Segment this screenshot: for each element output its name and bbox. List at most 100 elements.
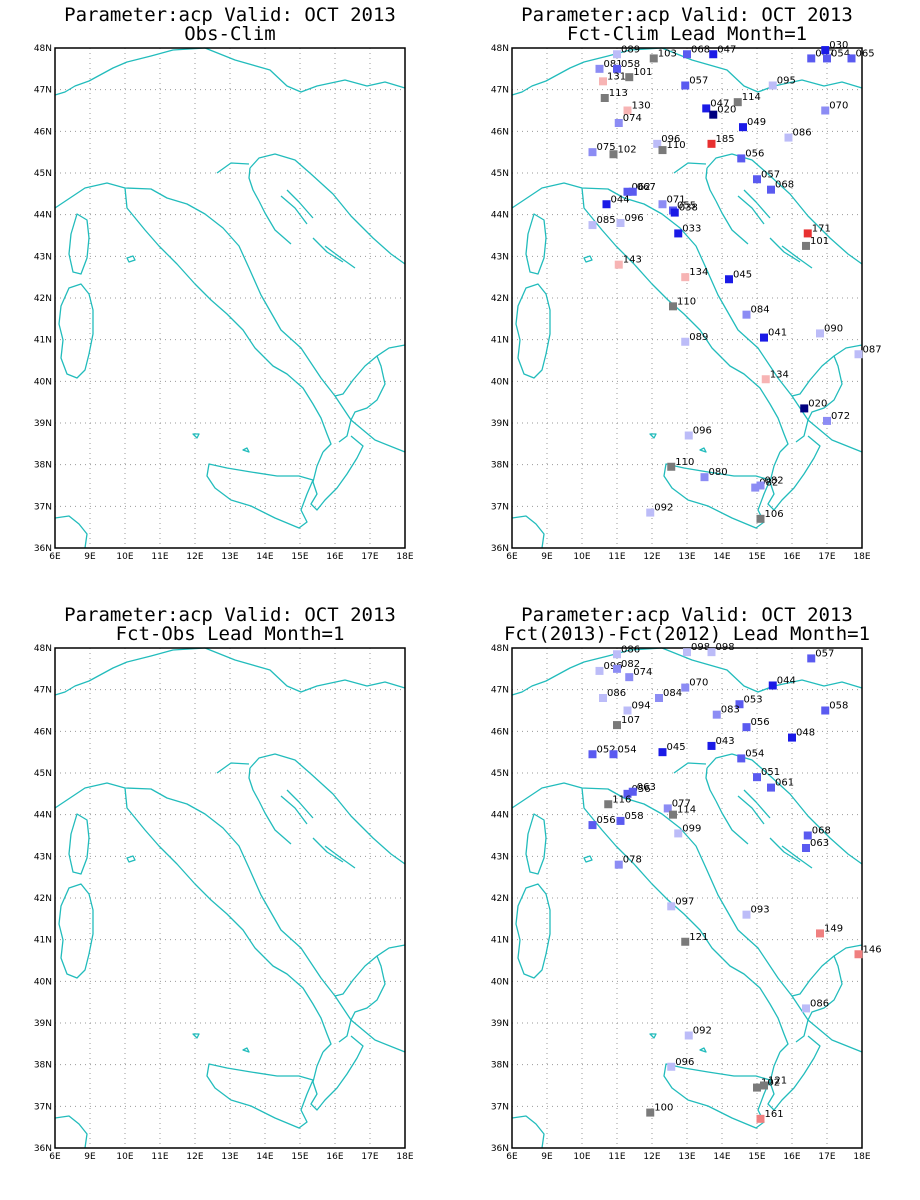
station-marker: 100 [646, 1103, 673, 1117]
station-square [767, 185, 775, 194]
station-marker: 092 [684, 1026, 712, 1040]
station-square [681, 937, 690, 946]
lat-tick-label: 36N [34, 544, 52, 554]
lat-tick-label: 39N [491, 1019, 509, 1029]
station-value-label: 043 [716, 736, 735, 747]
station-marker: 075 [588, 142, 616, 157]
station-marker: 074 [614, 113, 642, 127]
station-marker: 071 [658, 194, 686, 209]
lat-tick-label: 40N [491, 977, 509, 987]
station-square [667, 902, 676, 911]
station-square [854, 350, 863, 359]
station-marker: 068 [683, 44, 710, 59]
lat-tick-label: 45N [491, 769, 509, 779]
map-frame [54, 47, 406, 549]
station-value-label: 114 [742, 92, 761, 103]
station-square [663, 804, 672, 813]
station-marker: 102 [609, 144, 637, 159]
lon-tick-label: 9E [541, 1152, 553, 1162]
station-value-label: 057 [689, 76, 708, 87]
station-value-label: 130 [632, 101, 651, 112]
station-value-label: 110 [667, 140, 686, 151]
station-value-label: 074 [623, 113, 642, 124]
station-value-label: 033 [682, 223, 701, 234]
lon-tick-label: 11E [608, 552, 625, 562]
lon-tick-label: 6E [506, 1152, 518, 1162]
station-marker: 121 [681, 932, 708, 946]
station-value-label: 068 [775, 180, 794, 191]
station-value-label: 185 [716, 134, 735, 145]
station-square [800, 404, 809, 413]
panel-title: Parameter:acp Valid: OCT 2013 [64, 4, 396, 26]
station-square [768, 681, 777, 690]
station-marker: 056 [623, 784, 651, 798]
station-value-label: 171 [812, 223, 831, 234]
station-value-label: 096 [693, 426, 712, 437]
station-marker: 143 [614, 255, 642, 269]
station-square [803, 229, 812, 238]
station-value-label: 101 [810, 236, 829, 247]
lon-tick-label: 18E [853, 1152, 870, 1162]
station-value-label: 063 [810, 838, 829, 849]
station-value-label: 081 [604, 59, 623, 70]
station-marker: 096 [616, 213, 644, 227]
station-marker: 057 [753, 169, 780, 184]
station-square [702, 104, 711, 113]
station-value-label: 103 [658, 48, 677, 59]
station-marker: 081 [595, 59, 623, 73]
station-value-label: 062 [632, 182, 651, 193]
station-square [667, 1062, 676, 1071]
lat-tick-label: 36N [491, 1144, 509, 1154]
station-square [753, 175, 761, 184]
station-marker: 070 [681, 678, 708, 692]
lat-tick-label: 47N [491, 686, 509, 696]
station-value-label: 146 [863, 944, 882, 955]
station-value-label: 045 [733, 269, 752, 280]
station-square [767, 783, 775, 792]
station-square [753, 773, 761, 782]
station-square [712, 710, 721, 719]
lon-tick-label: 12E [186, 1152, 203, 1162]
station-square [646, 1108, 655, 1117]
station-value-label: 098 [716, 642, 735, 653]
station-marker: 087 [854, 344, 882, 359]
station-square [735, 700, 744, 709]
station-marker: 061 [767, 778, 794, 792]
lon-tick-label: 17E [361, 1152, 378, 1162]
station-marker: 086 [599, 688, 626, 702]
station-square [700, 473, 709, 482]
station-value-label: 089 [621, 44, 640, 55]
station-value-label: 082 [759, 478, 778, 489]
station-marker: 090 [816, 323, 843, 338]
station-value-label: 061 [775, 778, 794, 789]
map-area: 0891030680470670300540650810581011310570… [511, 40, 882, 549]
station-value-label: 020 [808, 398, 827, 409]
station-value-label: 044 [777, 676, 796, 687]
station-value-label: 047 [710, 98, 729, 109]
station-value-label: 056 [632, 784, 651, 795]
station-square [588, 221, 597, 230]
station-marker: 130 [623, 101, 651, 115]
map-frame [54, 647, 406, 1149]
station-value-label: 070 [829, 101, 848, 112]
lon-tick-label: 12E [643, 1152, 660, 1162]
station-value-label: 068 [812, 826, 831, 837]
lat-tick-label: 42N [34, 894, 52, 904]
station-square [681, 273, 690, 282]
lat-tick-label: 44N [491, 811, 509, 821]
lat-tick-label: 36N [34, 1144, 52, 1154]
station-square [788, 733, 796, 742]
station-square [602, 200, 611, 209]
station-square [761, 375, 770, 384]
station-marker: 038 [670, 203, 698, 217]
lon-tick-label: 6E [506, 552, 518, 562]
station-marker: 103 [649, 48, 677, 63]
lat-tick-label: 47N [34, 86, 52, 96]
station-square [854, 950, 863, 959]
station-square [674, 229, 683, 238]
lon-tick-label: 14E [256, 1152, 273, 1162]
station-value-label: 089 [689, 332, 708, 343]
station-value-label: 082 [621, 659, 640, 670]
station-value-label: 086 [607, 688, 626, 699]
